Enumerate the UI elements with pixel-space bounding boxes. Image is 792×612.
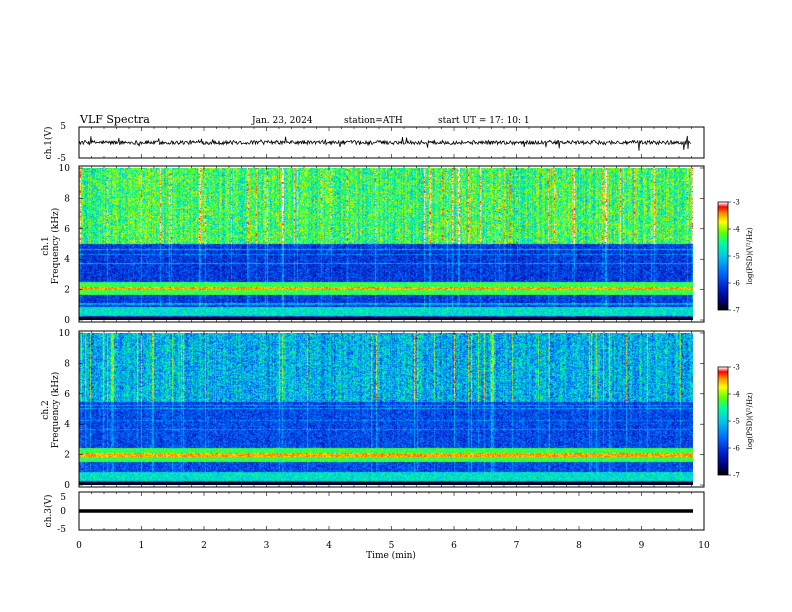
colorbar-tick-label: -7 xyxy=(733,307,740,315)
y-tick-label: 10 xyxy=(59,164,71,174)
ch3-waveform-panel: 5 -5 ch.3(V) xyxy=(43,491,705,535)
ch2-spectrogram-ylabel-freq: Frequency (kHz) xyxy=(50,372,61,449)
x-tick-label: 0 xyxy=(76,541,82,551)
x-tick-label: 8 xyxy=(576,541,582,551)
ch1-colorbar-label: log(PSD)(V²/Hz) xyxy=(746,227,754,284)
colorbar-tick-label: -5 xyxy=(733,418,740,426)
y-tick-label: 6 xyxy=(64,225,70,235)
y-tick-label: 8 xyxy=(64,359,70,369)
ch2-colorbar-ticks: -3 -4 -5 -6 -7 xyxy=(728,364,740,480)
x-tick-label: 4 xyxy=(326,541,332,551)
colorbar-tick-label: -3 xyxy=(733,364,740,372)
colorbar-tick-label: -6 xyxy=(733,280,740,288)
ch2-colorbar-label: log(PSD)(V²/Hz) xyxy=(746,392,754,449)
colorbar-tick-label: -6 xyxy=(733,445,740,453)
y-tick-label: 2 xyxy=(64,286,70,296)
x-tick-label: 1 xyxy=(139,541,145,551)
colorbar-tick-label: -3 xyxy=(733,199,740,207)
colorbar-tick-label: -4 xyxy=(733,226,740,234)
ch3-ytick-top: 5 xyxy=(60,493,66,503)
ch2-colorbar: -3 -4 -5 -6 -7 log(PSD)(V²/Hz) xyxy=(717,364,754,480)
x-tick-label: 2 xyxy=(201,541,207,551)
ch1-colorbar-image xyxy=(718,202,728,310)
y-tick-label: 6 xyxy=(64,390,70,400)
ch2-colorbar-image xyxy=(718,367,728,475)
x-tick-label: 3 xyxy=(264,541,270,551)
x-tick-label: 10 xyxy=(698,541,710,551)
figure-date: Jan. 23, 2024 xyxy=(251,116,313,126)
ch1-spectrogram-ylabel-channel: ch.1 xyxy=(41,236,51,255)
y-tick-label: 4 xyxy=(64,255,70,265)
colorbar-tick-label: -4 xyxy=(733,391,740,399)
ch1-spectrogram-ylabel-freq: Frequency (kHz) xyxy=(50,208,61,285)
ch2-spectrogram-ylabel-channel: ch.2 xyxy=(41,400,51,419)
ch1-ytick-top: 5 xyxy=(60,122,66,132)
ch3-ytick-bottom: -5 xyxy=(57,525,66,535)
x-tick-label: 9 xyxy=(639,541,645,551)
ch3-waveform-ylabel: ch.3(V) xyxy=(43,495,54,528)
colorbar-tick-label: -5 xyxy=(733,253,740,261)
x-axis-label: Time (min) xyxy=(366,550,416,561)
colorbar-tick-label: -7 xyxy=(733,472,740,480)
figure-station: station=ATH xyxy=(344,116,403,126)
figure-start-time: start UT = 17: 10: 1 xyxy=(438,116,530,126)
y-tick-label: 0 xyxy=(64,316,70,326)
axis-ticks: 0 1 2 3 4 5 6 7 8 9 10 0 2 4 6 8 10 0 2 4 6 8 10 0 xyxy=(59,127,710,551)
y-tick-label: 0 xyxy=(60,507,66,517)
ch1-spectrogram-panel: ch.1 Frequency (kHz) xyxy=(41,165,705,323)
y-tick-label: 2 xyxy=(64,451,70,461)
y-tick-label: 8 xyxy=(64,194,70,204)
x-tick-label: 7 xyxy=(514,541,520,551)
ch1-colorbar-ticks: -3 -4 -5 -6 -7 xyxy=(728,199,740,315)
ch1-colorbar: -3 -4 -5 -6 -7 log(PSD)(V²/Hz) xyxy=(717,199,754,315)
x-tick-label: 6 xyxy=(451,541,457,551)
x-tick-label: 5 xyxy=(389,541,395,551)
ch1-spectrogram-image xyxy=(79,168,693,320)
ch2-spectrogram-panel: ch.2 Frequency (kHz) xyxy=(41,330,705,488)
y-tick-label: 4 xyxy=(64,420,70,430)
y-tick-label: 0 xyxy=(64,481,70,491)
ch2-spectrogram-image xyxy=(79,333,693,485)
figure-title: VLF Spectra xyxy=(79,113,150,126)
ch1-waveform-ylabel: ch.1(V) xyxy=(43,127,54,160)
y-tick-label: 10 xyxy=(59,329,71,339)
ch1-waveform-line xyxy=(78,135,692,151)
ch1-ytick-bottom: -5 xyxy=(57,154,66,164)
ch1-waveform-panel: 5 -5 ch.1(V) xyxy=(43,122,705,164)
